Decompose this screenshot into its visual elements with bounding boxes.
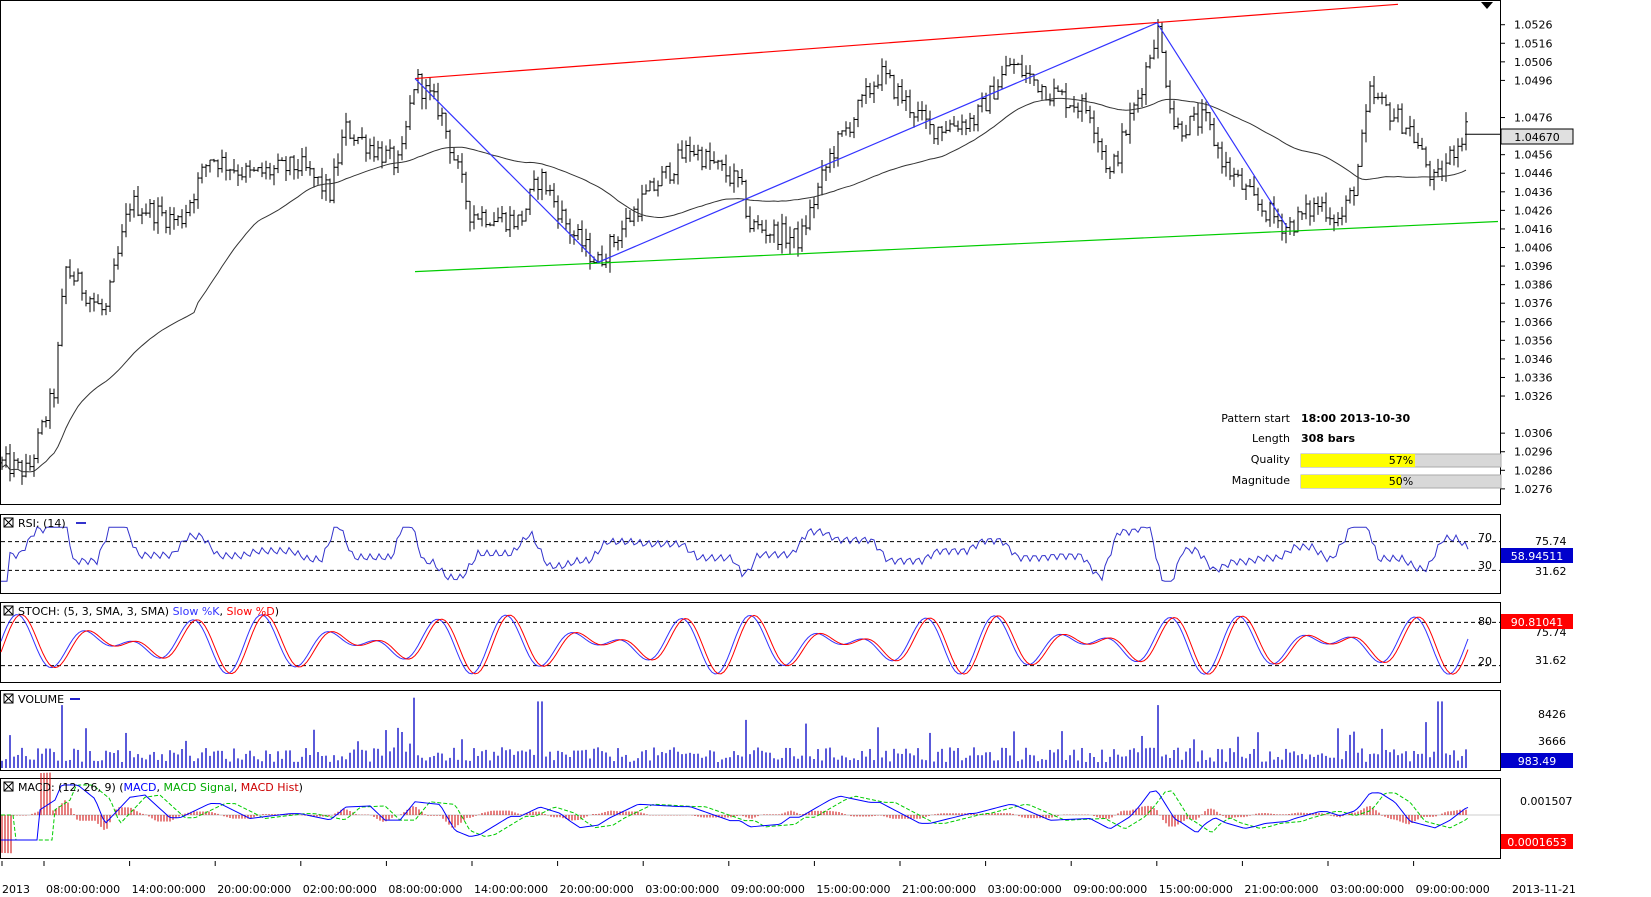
price-tick-label: 1.0376 (1514, 297, 1553, 310)
rsi-level-low: 30 (1478, 559, 1492, 572)
rsi-tick-top: 75.74 (1535, 535, 1567, 548)
volume-current-value: 983.49 (1518, 755, 1557, 768)
price-tick-label: 1.0516 (1514, 37, 1553, 50)
time-tick-label: 21:00:00:000 (902, 883, 976, 896)
price-tick-label: 1.0326 (1514, 390, 1553, 403)
stoch-title: STOCH: (5, 3, SMA, 3, SMA) Slow %K, Slow… (18, 605, 279, 618)
price-tick-label: 1.0446 (1514, 167, 1553, 180)
rsi-current-value: 58.94511 (1511, 550, 1564, 563)
time-tick-label: 03:00:00:000 (1330, 883, 1404, 896)
price-tick-label: 1.0496 (1514, 74, 1553, 87)
main-pane (1, 1, 1501, 505)
current-price-value: 1.04670 (1514, 131, 1560, 144)
price-tick-label: 1.0436 (1514, 186, 1553, 199)
time-tick-label: 20:00:00:000 (217, 883, 291, 896)
time-tick-label: 09:00:00:000 (731, 883, 805, 896)
macd-tick-top: 0.001507 (1520, 795, 1573, 808)
time-tick-label: 08:00:00:000 (388, 883, 462, 896)
time-tick-label: 20:00:00:000 (560, 883, 634, 896)
stoch-k-label: Slow %K (173, 605, 221, 618)
macd-signal-label: MACD Signal (164, 781, 234, 794)
stoch-tick-bottom: 31.62 (1535, 654, 1567, 667)
price-tick-label: 1.0366 (1514, 316, 1553, 329)
price-tick-label: 1.0286 (1514, 464, 1553, 477)
price-tick-label: 1.0476 (1514, 112, 1553, 125)
time-tick-label: 2013 (2, 883, 30, 896)
price-tick-label: 1.0386 (1514, 279, 1553, 292)
price-tick-label: 1.0296 (1514, 446, 1553, 459)
price-tick-label: 1.0426 (1514, 204, 1553, 217)
quality-label: Quality (1251, 453, 1291, 466)
time-tick-label: 14:00:00:000 (474, 883, 548, 896)
time-axis: 2013 08:00:00:000 14:00:00:000 20:00:00:000… (2, 861, 1490, 896)
stoch-level-low: 20 (1478, 655, 1492, 668)
price-tick-label: 1.0396 (1514, 260, 1553, 273)
volume-title: VOLUME (18, 693, 64, 706)
volume-tick-mid: 3666 (1538, 735, 1566, 748)
rsi-tick-bottom: 31.62 (1535, 565, 1567, 578)
time-tick-label: 03:00:00:000 (645, 883, 719, 896)
time-tick-label: 09:00:00:000 (1073, 883, 1147, 896)
stoch-level-high: 80 (1478, 615, 1492, 628)
stoch-d-label: Slow %D (227, 605, 275, 618)
time-tick-label: 15:00:00:000 (1159, 883, 1233, 896)
volume-tick-top: 8426 (1538, 708, 1566, 721)
pattern-start-value: 18:00 2013-10-30 (1301, 412, 1411, 425)
macd-title: MACD: (12, 26, 9) (MACD, MACD Signal, MA… (18, 781, 303, 794)
macd-current-value: 0.0001653 (1507, 836, 1567, 849)
magnitude-value: 50% (1389, 475, 1413, 488)
stoch-current-value: 90.81041 (1511, 616, 1564, 629)
time-tick-label: 21:00:00:000 (1244, 883, 1318, 896)
price-axis: 1.05261.05161.05061.04961.04761.04661.04… (1500, 19, 1553, 496)
price-tick-label: 1.0406 (1514, 242, 1553, 255)
price-tick-label: 1.0276 (1514, 483, 1553, 496)
quality-value: 57% (1389, 454, 1413, 467)
macd-hist-label: MACD Hist (241, 781, 300, 794)
rsi-level-high: 70 (1478, 531, 1492, 544)
magnitude-label: Magnitude (1232, 474, 1291, 487)
magnitude-bar-fill (1301, 475, 1401, 488)
rsi-title: RSI: (14) (18, 517, 66, 530)
time-tick-label: 14:00:00:000 (132, 883, 206, 896)
time-axis-end-label: 2013-11-21 (1512, 883, 1576, 896)
price-tick-label: 1.0336 (1514, 371, 1553, 384)
price-tick-label: 1.0306 (1514, 427, 1553, 440)
time-tick-label: 08:00:00:000 (46, 883, 120, 896)
macd-label: MACD (124, 781, 157, 794)
time-tick-label: 02:00:00:000 (303, 883, 377, 896)
price-tick-label: 1.0416 (1514, 223, 1553, 236)
pattern-start-label: Pattern start (1221, 412, 1290, 425)
price-tick-label: 1.0356 (1514, 334, 1553, 347)
time-tick-label: 03:00:00:000 (988, 883, 1062, 896)
time-tick-label: 09:00:00:000 (1416, 883, 1490, 896)
length-value: 308 bars (1301, 432, 1356, 445)
time-tick-label: 15:00:00:000 (816, 883, 890, 896)
price-tick-label: 1.0506 (1514, 56, 1553, 69)
price-tick-label: 1.0456 (1514, 149, 1553, 162)
length-label: Length (1252, 432, 1290, 445)
price-tick-label: 1.0526 (1514, 19, 1553, 32)
price-tick-label: 1.0346 (1514, 353, 1553, 366)
